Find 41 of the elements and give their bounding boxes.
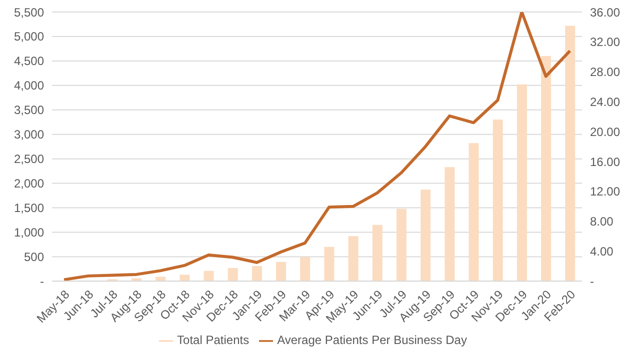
y2-tick-label: 32.00 bbox=[590, 35, 620, 50]
y-tick-label: 500 bbox=[24, 250, 44, 264]
y2-tick-label: 24.00 bbox=[590, 94, 620, 109]
y-tick-label: 5,500 bbox=[14, 5, 44, 20]
bar bbox=[228, 268, 238, 282]
y-tick-label: 2,500 bbox=[14, 152, 44, 166]
y-tick-label: 1,500 bbox=[14, 201, 44, 216]
y2-tick-label: 12.00 bbox=[590, 184, 620, 199]
line-series bbox=[62, 12, 572, 282]
y2-tick-label: 36.00 bbox=[590, 5, 620, 20]
y-tick-label: 1,000 bbox=[14, 225, 44, 240]
bar bbox=[372, 224, 382, 282]
bar bbox=[276, 262, 286, 282]
bar bbox=[252, 266, 262, 282]
legend-label: Average Patients Per Business Day bbox=[277, 333, 467, 348]
y2-tick-label: - bbox=[590, 274, 594, 288]
y-tick-label: - bbox=[40, 274, 44, 288]
y-tick-label: 4,000 bbox=[14, 78, 44, 93]
bar bbox=[565, 26, 576, 282]
bar bbox=[516, 84, 527, 282]
bar bbox=[468, 143, 479, 282]
y2-tick-label: 8.00 bbox=[590, 214, 614, 229]
bar bbox=[492, 120, 503, 282]
y2-tick-label: 4.00 bbox=[590, 244, 614, 259]
bar bbox=[541, 56, 552, 282]
bar bbox=[300, 256, 310, 282]
y2-tick-label: 20.00 bbox=[590, 124, 620, 139]
legend-label: Total Patients bbox=[177, 333, 250, 348]
bar bbox=[396, 208, 406, 282]
bar bbox=[420, 190, 431, 282]
y-tick-label: 3,500 bbox=[14, 103, 44, 118]
y2-tick-label: 16.00 bbox=[590, 154, 620, 169]
bar bbox=[348, 236, 358, 282]
bar bbox=[204, 270, 214, 282]
bar bbox=[324, 246, 334, 282]
y-tick-label: 3,000 bbox=[14, 128, 44, 142]
y-tick-label: 4,500 bbox=[14, 54, 44, 68]
y2-tick-label: 28.00 bbox=[590, 65, 620, 80]
y-tick-label: 2,000 bbox=[14, 176, 44, 191]
bar bbox=[444, 167, 455, 282]
y-tick-label: 5,000 bbox=[14, 30, 44, 44]
